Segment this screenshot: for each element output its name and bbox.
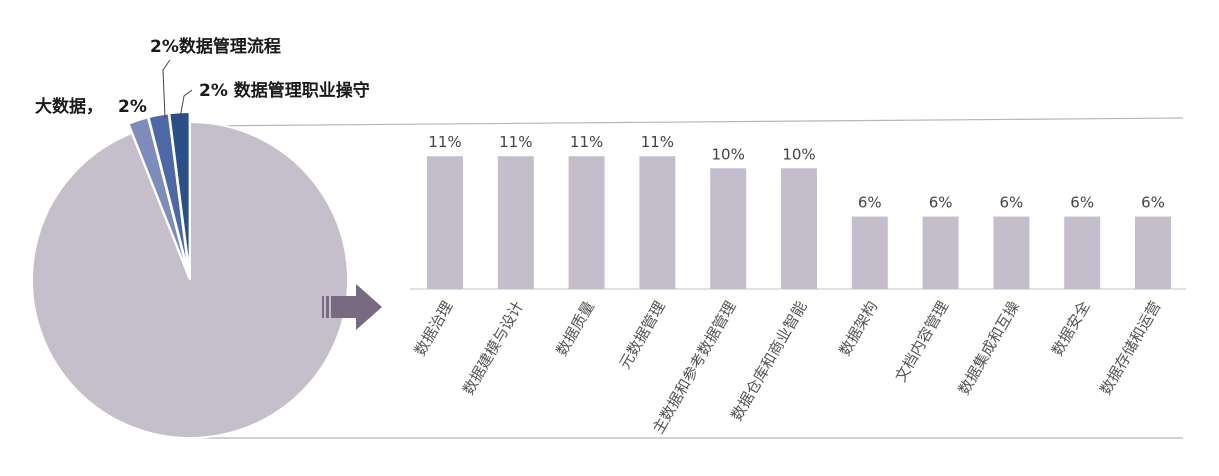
- pie-leader-line-2: [162, 59, 171, 119]
- bar-value-label-4: 11%: [641, 133, 674, 151]
- bar-value-label-5: 10%: [712, 145, 745, 163]
- pie-label-process: 2%数据管理流程: [150, 36, 281, 57]
- bar-category-label-1: 数据治理: [411, 298, 457, 359]
- bar-value-label-8: 6%: [929, 194, 953, 212]
- bar-value-label-10: 6%: [1070, 194, 1094, 212]
- bar-category-label-8: 文档内容管理: [891, 298, 952, 385]
- bar-7: [851, 216, 888, 289]
- bar-category-label-7: 数据架构: [836, 298, 882, 359]
- bar-1: [427, 156, 463, 289]
- connector-line-top: [189, 117, 1184, 127]
- arrow-stripe-2: [326, 296, 329, 318]
- bar-value-label-3: 11%: [570, 133, 603, 151]
- bar-category-label-11: 数据存储和运营: [1096, 298, 1164, 398]
- bar-value-label-11: 6%: [1141, 194, 1165, 212]
- bar-9: [993, 216, 1030, 289]
- bar-category-label-2: 数据建模与设计: [459, 298, 527, 398]
- bar-5: [710, 168, 747, 289]
- pie-value-big-data: 2%: [118, 97, 147, 117]
- bar-category-label-4: 元数据管理: [616, 298, 669, 372]
- bar-value-label-7: 6%: [858, 194, 882, 212]
- pie-label-big-data: 大数据，: [35, 96, 103, 117]
- pie-chart: [31, 111, 349, 439]
- bar-category-label-3: 数据质量: [552, 298, 598, 359]
- arrow-stripe-1: [322, 296, 324, 318]
- bar-3: [568, 156, 605, 289]
- arrow-head: [331, 284, 382, 330]
- bar-10: [1064, 216, 1101, 289]
- bar-2: [497, 156, 534, 289]
- bar-value-label-2: 11%: [499, 133, 532, 151]
- bar-chart: 11% 数据治理 11% 数据建模与设计 11% 数据质量 11% 元数据管理 10% 主数据和参…: [411, 133, 1171, 437]
- pie-leader-line-3: [179, 89, 193, 119]
- arrow-icon: [322, 284, 382, 330]
- pie-slice-4: [31, 120, 349, 439]
- bar-category-label-10: 数据安全: [1048, 298, 1094, 359]
- bar-4: [639, 156, 676, 289]
- pie-slice-3: [168, 111, 191, 275]
- pie-label-ethics: 2% 数据管理职业操守: [199, 80, 370, 101]
- bar-8: [922, 216, 959, 289]
- bar-category-label-6: 数据仓库和商业智能: [727, 298, 810, 424]
- bar-value-label-6: 10%: [782, 145, 815, 163]
- bar-6: [781, 168, 817, 289]
- bar-value-label-1: 11%: [428, 133, 461, 151]
- bar-11: [1135, 216, 1171, 289]
- bar-category-label-9: 数据集成和互操: [955, 298, 1023, 398]
- bar-value-label-9: 6%: [1000, 194, 1024, 212]
- bar-category-label-5: 主数据和参考数据管理: [649, 298, 740, 437]
